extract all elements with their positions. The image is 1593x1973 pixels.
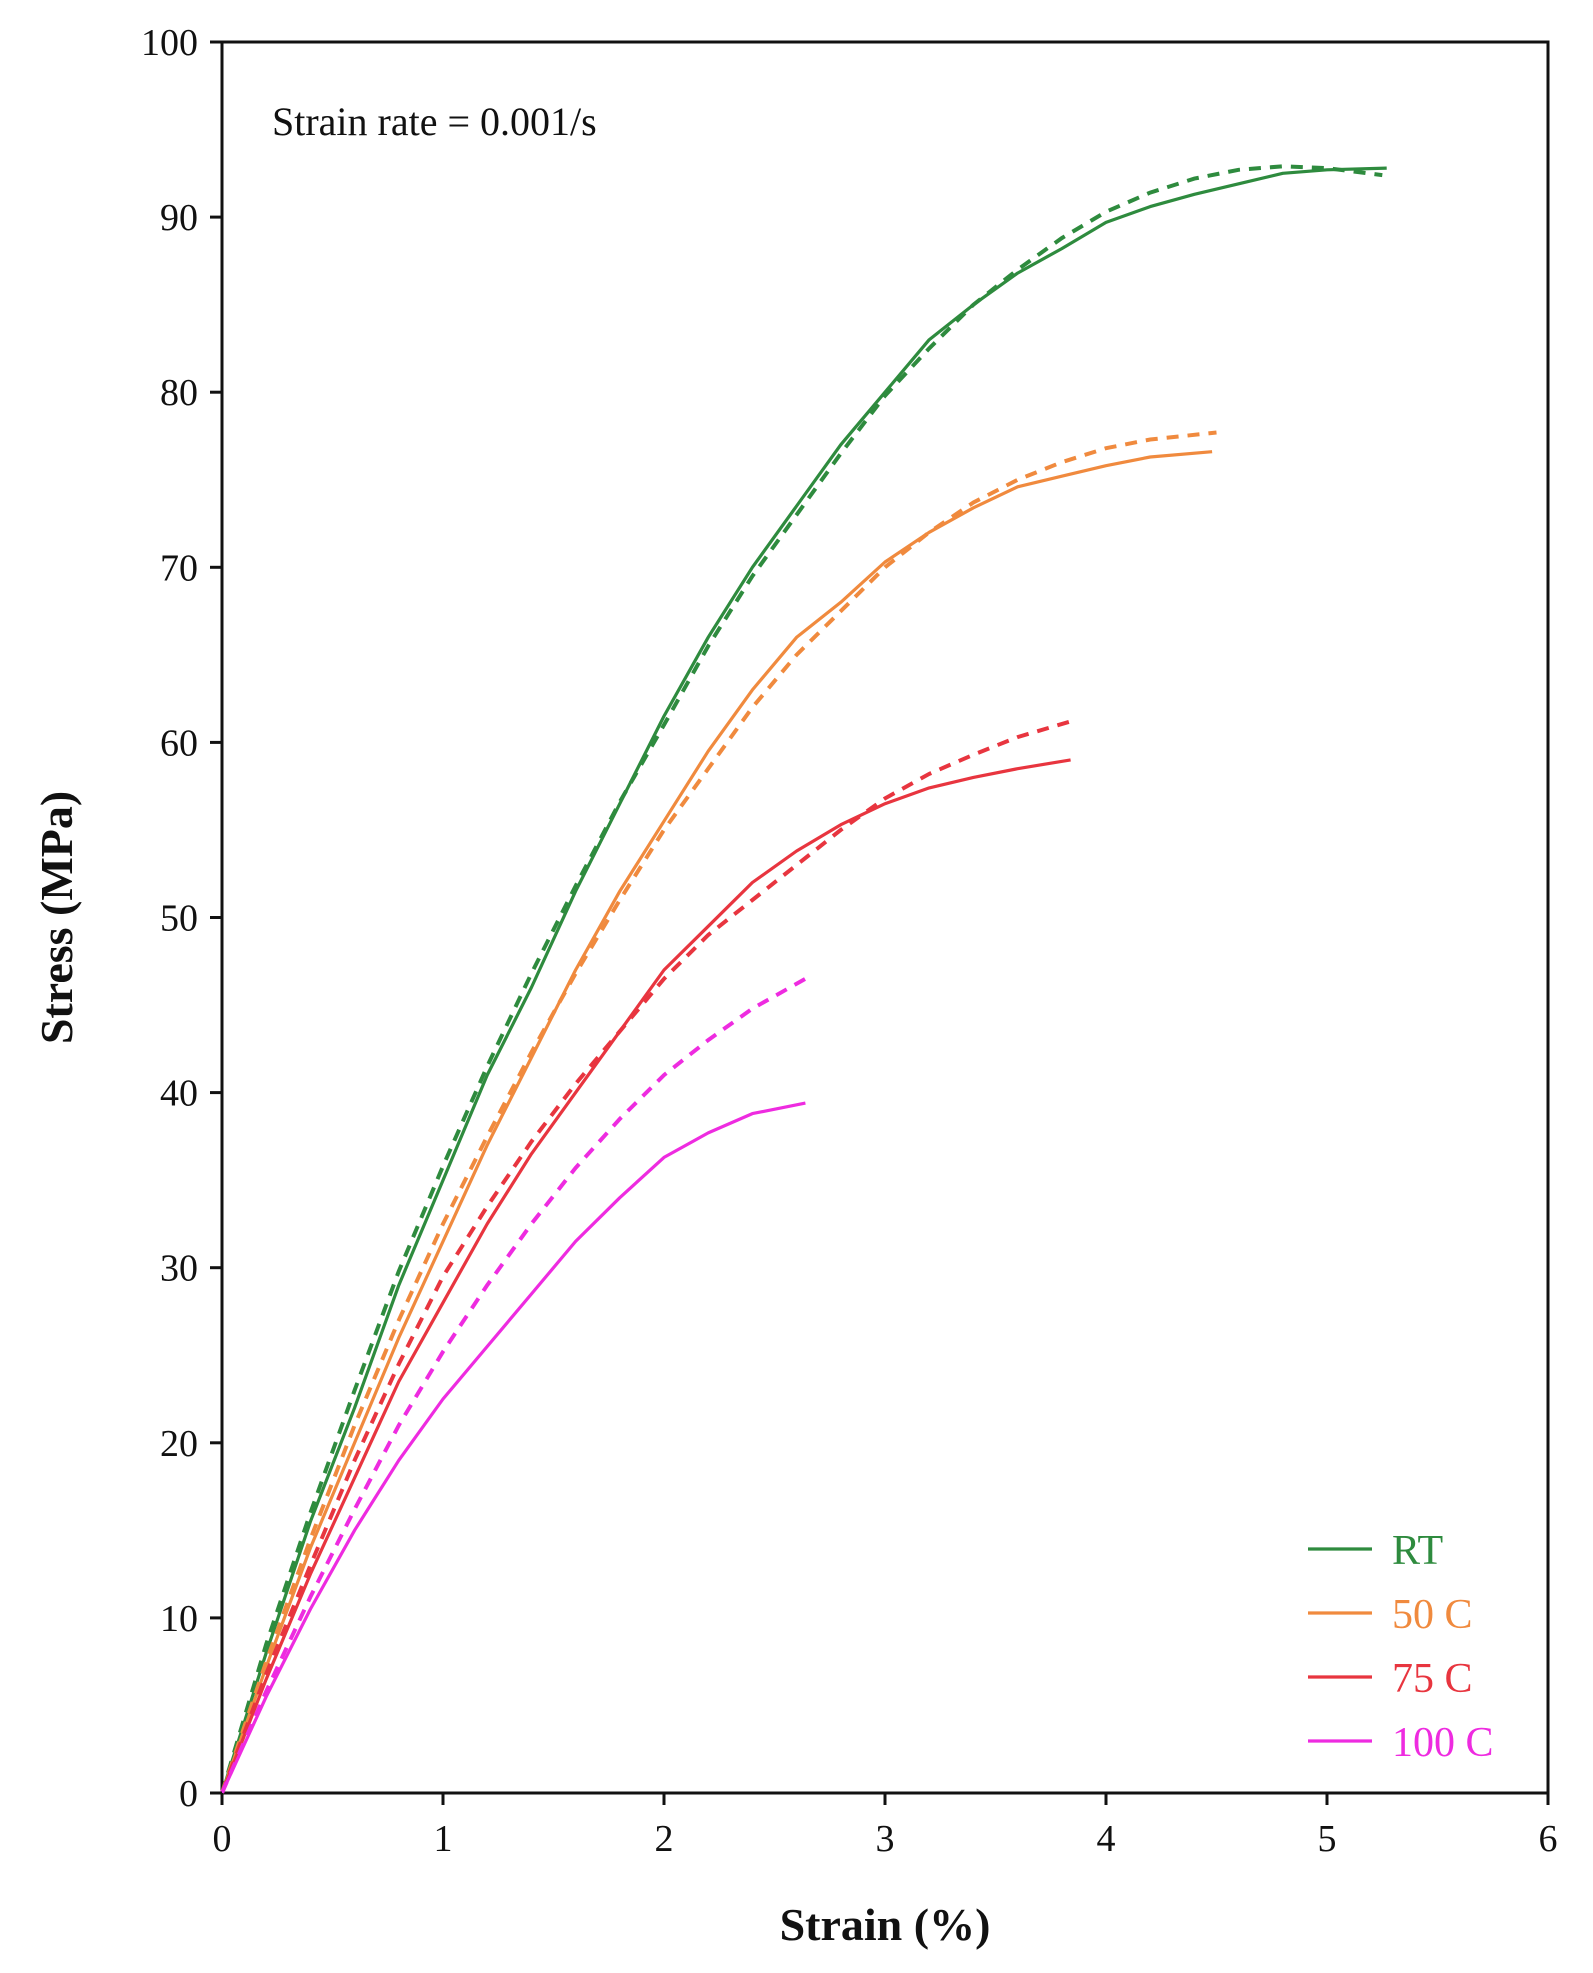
x-tick-label: 4 (1097, 1818, 1116, 1860)
x-tick-label: 3 (876, 1818, 895, 1860)
y-tick-label: 50 (160, 898, 198, 940)
y-tick-label: 90 (160, 197, 198, 239)
series-layer (220, 164, 1387, 1794)
series-line-75-c-experimental (220, 758, 1071, 1794)
legend-label-100-c: 100 C (1392, 1720, 1494, 1766)
x-tick-label: 0 (213, 1818, 232, 1860)
x-tick-label: 2 (655, 1818, 674, 1860)
series-line-100-c-experimental (220, 1101, 806, 1794)
series-line-50-c-experimental (220, 450, 1213, 1794)
series-line-50-c-model (220, 430, 1217, 1794)
legend: RT 50 C 75 C 100 C (1308, 1528, 1494, 1766)
legend-label-50-c: 50 C (1392, 1592, 1473, 1638)
x-tick-label: 6 (1539, 1818, 1558, 1860)
y-axis-title: Stress (MPa) (31, 791, 82, 1044)
y-tick-label: 30 (160, 1248, 198, 1290)
y-tick-label: 60 (160, 722, 198, 764)
series-line-rt-experimental (220, 166, 1387, 1794)
series-line-75-c-model (220, 719, 1072, 1794)
x-tick-label: 1 (434, 1818, 453, 1860)
y-tick-label: 80 (160, 372, 198, 414)
y-tick-label: 0 (179, 1773, 198, 1815)
y-tick-label: 40 (160, 1073, 198, 1115)
y-tick-label: 10 (160, 1598, 198, 1640)
series-line-100-c-model (220, 977, 807, 1794)
legend-label-rt: RT (1392, 1528, 1443, 1574)
y-tick-label: 100 (141, 22, 198, 64)
x-axis-title: Strain (%) (780, 1899, 991, 1950)
strain-rate-annotation: Strain rate = 0.001/s (272, 99, 597, 144)
series-line-rt-model (220, 164, 1383, 1794)
y-tick-label: 70 (160, 547, 198, 589)
x-tick-label: 5 (1318, 1818, 1337, 1860)
y-tick-label: 20 (160, 1423, 198, 1465)
legend-label-75-c: 75 C (1392, 1656, 1473, 1702)
